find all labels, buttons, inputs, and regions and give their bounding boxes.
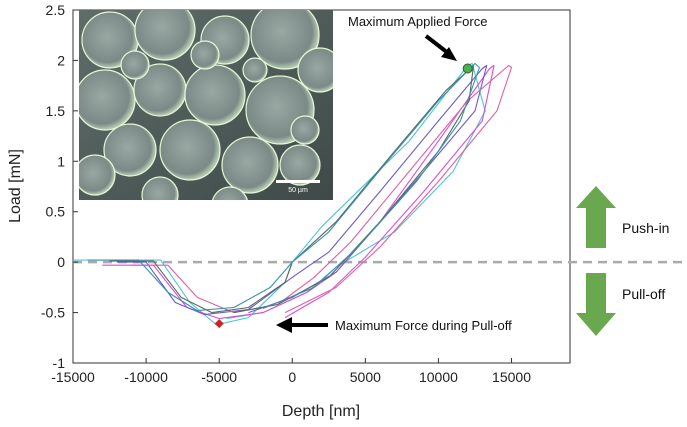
- foam-bubble: [79, 69, 136, 131]
- x-tick-label: 10000: [419, 369, 458, 385]
- y-tick-label: -0.5: [41, 305, 65, 321]
- series-line-6: [87, 62, 480, 312]
- x-tick-label: 15000: [492, 369, 531, 385]
- series-line-5: [109, 64, 475, 314]
- arrow-max-applied-force: [424, 34, 457, 61]
- x-tick-label: 0: [288, 369, 296, 385]
- y-tick-label: 0.5: [46, 204, 66, 220]
- push-in-arrow: [576, 186, 616, 248]
- x-axis-label: Depth [nm]: [282, 403, 360, 420]
- series-group: [73, 62, 513, 326]
- y-tick-label: 2.5: [46, 2, 66, 18]
- x-tick-label: 5000: [350, 369, 381, 385]
- y-tick-label: -1: [53, 355, 66, 371]
- annotation-max-pull-off-force: Maximum Force during Pull-off: [335, 318, 512, 333]
- foam-bubble: [221, 136, 279, 194]
- foam-bubble: [141, 176, 179, 200]
- foam-bubble: [159, 119, 221, 181]
- y-tick-label: 1.5: [46, 103, 66, 119]
- pull-off-label: Pull-off: [622, 286, 665, 302]
- foam-bubble: [103, 123, 157, 177]
- y-tick-label: 2: [57, 52, 65, 68]
- foam-bubble: [134, 10, 196, 61]
- pull-off-arrow: [576, 273, 616, 336]
- foam-bubble: [242, 57, 268, 83]
- max-applied-force-marker: [462, 63, 473, 74]
- foam-bubble: [184, 64, 246, 126]
- x-tick-label: -15000: [51, 369, 95, 385]
- foam-bubble: [279, 144, 321, 186]
- foam-bubbles: [79, 10, 333, 200]
- foam-bubble: [120, 50, 150, 80]
- foam-bubble: [297, 47, 333, 93]
- foam-bubble: [79, 154, 116, 196]
- markers-group: [214, 63, 473, 329]
- y-axis-ticks: -1 -0.5 0 0.5 1 1.5 2 2.5: [41, 2, 78, 371]
- push-in-label: Push-in: [622, 220, 669, 236]
- y-tick-label: 0: [57, 254, 65, 270]
- y-tick-label: 1: [57, 153, 65, 169]
- foam-bubble: [290, 115, 320, 145]
- x-tick-label: -5000: [201, 369, 237, 385]
- x-tick-label: -10000: [124, 369, 168, 385]
- scale-bar-label: 50 µm: [288, 187, 308, 194]
- foam-bubble: [250, 10, 320, 70]
- arrow-max-pull-off-force: [276, 317, 328, 333]
- inset-micrograph: 50 µm: [79, 10, 333, 200]
- series-line-4: [131, 64, 513, 314]
- foam-bubble: [212, 186, 248, 200]
- foam-bubble: [190, 40, 220, 70]
- scale-bar: [276, 180, 320, 183]
- max-pull-off-force-marker: [214, 319, 224, 329]
- x-axis-ticks: -15000 -10000 -5000 0 5000 10000 15000: [51, 358, 531, 385]
- y-axis-label: Load [mN]: [7, 149, 24, 223]
- annotation-max-applied-force: Maximum Applied Force: [348, 14, 487, 29]
- series-line-2: [102, 64, 495, 320]
